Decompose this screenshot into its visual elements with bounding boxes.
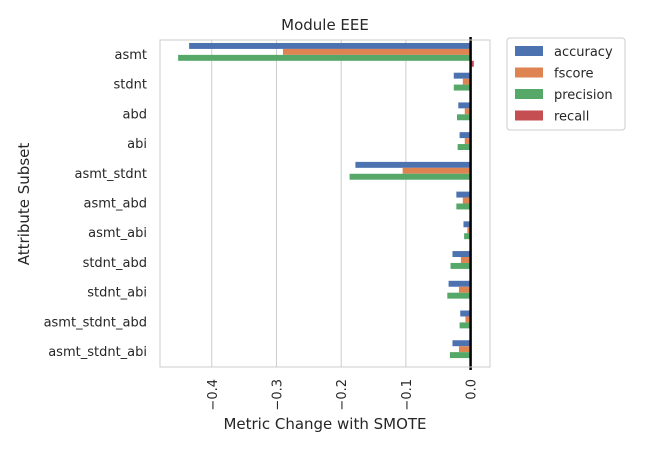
x-tick-label: −0.4 — [206, 379, 221, 411]
bar-fscore — [467, 227, 471, 234]
x-axis-label: Metric Change with SMOTE — [223, 415, 426, 433]
bar-precision — [457, 144, 471, 150]
bar-accuracy — [453, 72, 471, 79]
bar-precision — [450, 262, 471, 269]
bar-precision — [456, 203, 471, 210]
bar-fscore — [458, 286, 471, 293]
bar-accuracy — [452, 340, 471, 347]
grid — [211, 40, 472, 367]
bar-accuracy — [452, 251, 471, 258]
bar-accuracy — [189, 42, 471, 49]
bar-accuracy — [355, 161, 471, 168]
x-tick-label: −0.2 — [335, 379, 350, 411]
bar-accuracy — [463, 221, 471, 228]
bar-precision — [453, 84, 471, 91]
y-tick-label: asmt_stdnt_abd — [44, 315, 147, 330]
bars — [178, 42, 474, 365]
y-tick-label: asmt — [115, 48, 148, 63]
legend-frame — [506, 37, 626, 131]
bar-precision — [349, 173, 471, 180]
plot-area-frame — [159, 39, 491, 368]
legend-label-precision: precision — [554, 88, 613, 103]
y-tick-label: abd — [123, 107, 147, 122]
legend-label-recall: recall — [554, 110, 589, 125]
y-tick-label: stdnt_abi — [87, 286, 147, 301]
bar-fscore — [402, 167, 471, 174]
bar-accuracy — [459, 132, 471, 139]
bar-precision — [459, 322, 471, 329]
bar-fscore — [462, 197, 471, 204]
bar-accuracy — [460, 310, 471, 317]
y-tick-label: stdnt — [114, 78, 147, 93]
bar-fscore — [282, 48, 471, 55]
legend-swatch-fscore — [515, 67, 543, 78]
y-axis-label: Attribute Subset — [15, 143, 33, 266]
legend-swatch-accuracy — [515, 46, 543, 56]
bar-precision — [457, 114, 471, 121]
x-tick-label: −0.3 — [270, 379, 285, 411]
bar-precision — [464, 233, 471, 240]
y-tick-label: asmt_abd — [84, 197, 147, 212]
y-tick-labels: asmt stdnt abd abi asmt_stdnt asmt_abd asmt_ab… — [44, 48, 147, 360]
y-tick-label: asmt_stdnt — [75, 167, 147, 182]
chart-title: Module EEE — [281, 16, 369, 34]
bar-precision — [447, 292, 471, 299]
x-tick-label: −0.1 — [400, 379, 415, 411]
x-tick-label: 0.0 — [465, 379, 480, 400]
bar-fscore — [465, 316, 471, 323]
bar-recall — [470, 60, 474, 67]
y-tick-label: stdnt_abd — [83, 256, 147, 271]
legend-swatch-recall — [515, 110, 543, 121]
legend-label-accuracy: accuracy — [554, 45, 613, 60]
y-tick-label: asmt_stdnt_abi — [48, 345, 147, 360]
legend: accuracy fscore precision recall — [506, 37, 626, 131]
bar-fscore — [460, 257, 471, 263]
bar-precision — [449, 352, 471, 359]
bar-accuracy — [448, 280, 471, 287]
bar-accuracy — [458, 102, 471, 109]
bar-fscore — [462, 78, 471, 85]
legend-swatch-precision — [515, 89, 543, 99]
bar-fscore — [458, 346, 471, 353]
x-tick-labels: −0.4 −0.3 −0.2 −0.1 0.0 — [206, 379, 480, 411]
bar-precision — [178, 54, 471, 61]
y-tick-label: asmt_abi — [88, 226, 147, 241]
bar-accuracy — [456, 191, 471, 198]
legend-label-fscore: fscore — [554, 67, 594, 82]
y-tick-label: abi — [127, 137, 147, 152]
bar-fscore — [464, 138, 471, 145]
bar-fscore — [464, 108, 471, 115]
